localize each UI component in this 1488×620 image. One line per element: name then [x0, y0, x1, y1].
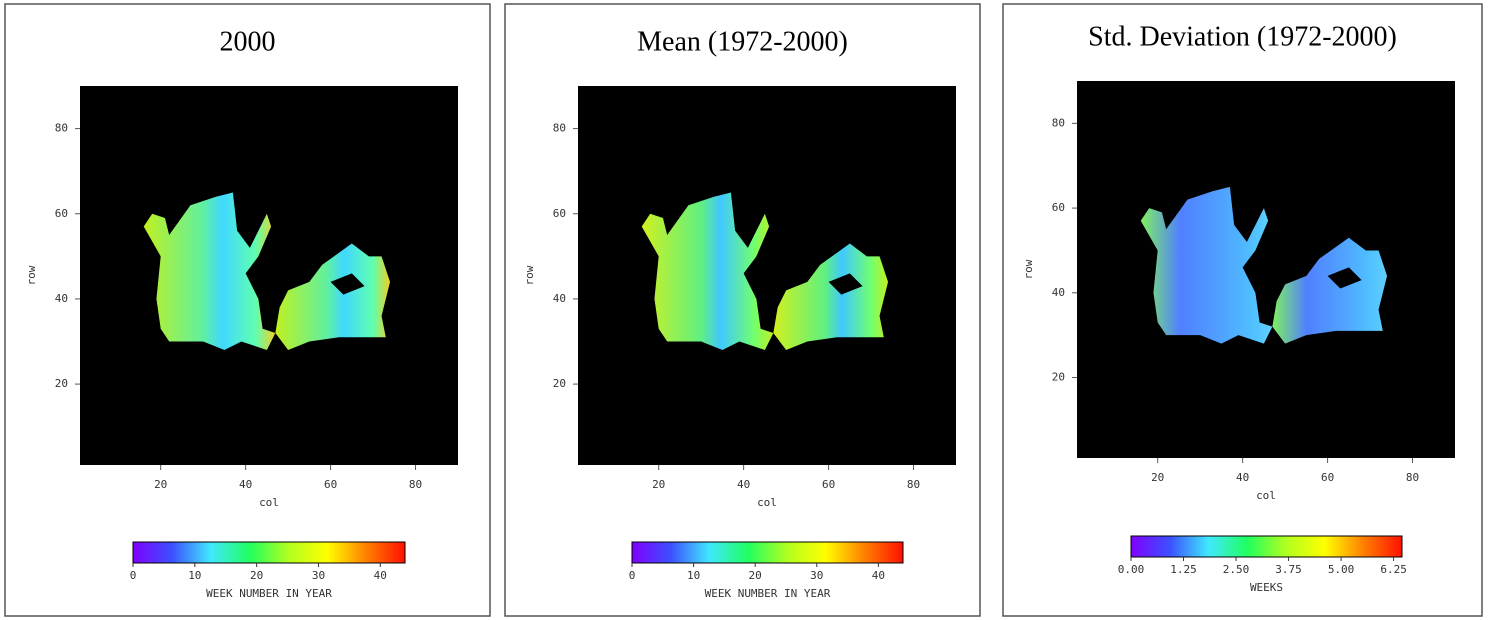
colorbar-tick-label: 3.75: [1275, 563, 1302, 576]
colorbar-tick-label: 6.25: [1380, 563, 1407, 576]
colorbar-label: WEEKS: [1250, 581, 1283, 594]
y-tick-label: 60: [1052, 201, 1065, 214]
panel: Mean (1972-2000) 20 40 60 80 20 40 60 80 col row 0 1…: [504, 3, 981, 617]
x-axis-label: col: [259, 496, 279, 509]
colorbar-tick-label: 20: [250, 569, 263, 582]
colorbar-tick-label: 10: [188, 569, 201, 582]
colorbar: [631, 541, 904, 564]
land-region: [143, 192, 276, 351]
y-tick-label: 20: [553, 377, 566, 390]
x-tick-label: 40: [239, 478, 252, 491]
lake: [1327, 267, 1362, 289]
colorbar-tick-label: 10: [687, 569, 700, 582]
x-axis-label: col: [1256, 489, 1276, 502]
x-tick-label: 80: [409, 478, 422, 491]
colorbar-tick-label: 30: [312, 569, 325, 582]
y-tick-label: 20: [1052, 371, 1065, 384]
y-tick-label: 40: [55, 292, 68, 305]
x-tick-label: 20: [154, 478, 167, 491]
y-axis-label: row: [1022, 259, 1035, 279]
colorbar-tick-label: 5.00: [1328, 563, 1355, 576]
x-tick-label: 60: [324, 478, 337, 491]
x-tick-label: 80: [1406, 471, 1419, 484]
chart-title: 2000: [220, 26, 276, 57]
plot-area: [578, 86, 956, 465]
colorbar-tick-label: 0: [130, 569, 137, 582]
colorbar-tick-label: 40: [374, 569, 387, 582]
y-tick-label: 80: [1052, 116, 1065, 129]
chart-title: Std. Deviation (1972-2000): [1088, 21, 1397, 52]
panel: 2000 20 40 60 80 20 40 60 80 col row 0 10 20 30 40 WEEK …: [4, 3, 491, 617]
land-region: [1140, 186, 1273, 344]
plot-area: [80, 86, 458, 465]
land-region: [1272, 237, 1388, 344]
colorbar-tick-label: 0: [629, 569, 636, 582]
y-tick-label: 40: [1052, 286, 1065, 299]
colorbar-tick-label: 40: [872, 569, 885, 582]
x-tick-label: 80: [907, 478, 920, 491]
colorbar: [132, 541, 406, 564]
y-tick-label: 20: [55, 377, 68, 390]
y-tick-label: 80: [55, 122, 68, 135]
x-axis-label: col: [757, 496, 777, 509]
colorbar-label: WEEK NUMBER IN YEAR: [206, 587, 332, 600]
colorbar-label: WEEK NUMBER IN YEAR: [705, 587, 831, 600]
y-axis-label: row: [523, 265, 536, 285]
x-tick-label: 40: [737, 478, 750, 491]
y-tick-label: 60: [55, 207, 68, 220]
lake: [330, 273, 365, 295]
y-tick-label: 60: [553, 207, 566, 220]
land-region: [275, 243, 391, 351]
colorbar: [1130, 535, 1403, 558]
land-region: [773, 243, 889, 351]
chart-title: Mean (1972-2000): [637, 26, 848, 57]
colorbar-tick-label: 2.50: [1223, 563, 1250, 576]
x-tick-label: 60: [822, 478, 835, 491]
panel: Std. Deviation (1972-2000) 20 40 60 80 20 40 60…: [1002, 3, 1483, 617]
colorbar-tick-label: 0.00: [1118, 563, 1145, 576]
x-tick-label: 40: [1236, 471, 1249, 484]
x-tick-label: 60: [1321, 471, 1334, 484]
y-tick-label: 40: [553, 292, 566, 305]
y-tick-label: 80: [553, 122, 566, 135]
colorbar-tick-label: 20: [749, 569, 762, 582]
colorbar-tick-label: 1.25: [1170, 563, 1197, 576]
colorbar-tick-label: 30: [810, 569, 823, 582]
land-region: [641, 192, 774, 351]
lake: [828, 273, 863, 295]
x-tick-label: 20: [652, 478, 665, 491]
plot-area: [1077, 81, 1455, 458]
x-tick-label: 20: [1151, 471, 1164, 484]
y-axis-label: row: [25, 265, 38, 285]
